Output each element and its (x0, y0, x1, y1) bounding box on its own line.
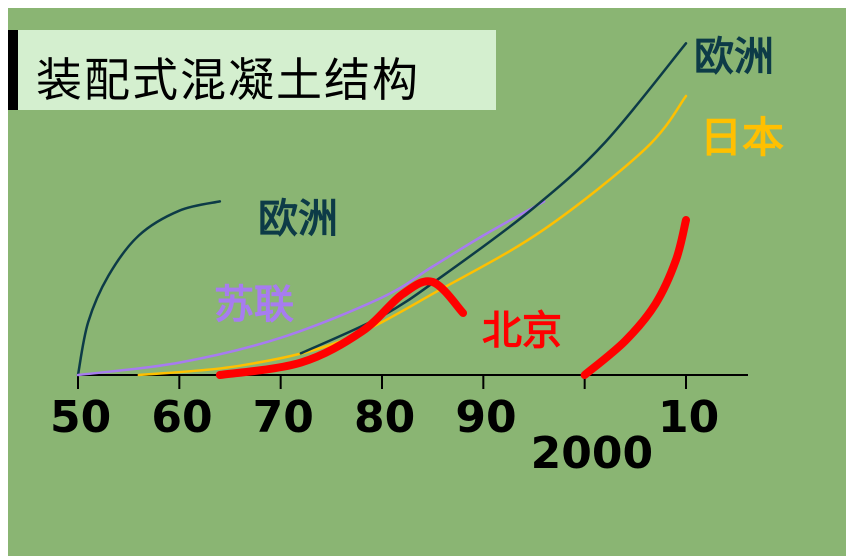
series-line-5 (580, 216, 690, 379)
slide-background: 装配式混凝土结构 (8, 8, 846, 556)
x-tick-label-10: 10 (658, 392, 719, 443)
label-europe-early: 欧洲 (258, 196, 338, 242)
x-tick-label-50: 50 (50, 392, 111, 443)
label-japan: 日本 (700, 113, 784, 162)
x-tick-label-2000: 2000 (531, 428, 653, 479)
x-tick-label-70: 70 (253, 392, 314, 443)
x-tick-label-90: 90 (455, 392, 516, 443)
series-line-1 (76, 200, 546, 377)
label-europe-late: 欧洲 (694, 34, 774, 80)
series-layer (76, 42, 690, 379)
x-ticks (77, 375, 687, 389)
page-title: 装配式混凝土结构 (36, 53, 420, 107)
x-tick-label-60: 60 (151, 392, 212, 443)
series-line-0 (76, 200, 222, 377)
label-beijing: 北京 (482, 308, 562, 354)
label-ussr: 苏联 (214, 282, 294, 328)
series-line-2 (137, 94, 688, 377)
series-line-4 (215, 277, 468, 379)
x-tick-label-80: 80 (354, 392, 415, 443)
title-box: 装配式混凝土结构 (18, 30, 496, 110)
title-accent-bar (8, 30, 18, 110)
